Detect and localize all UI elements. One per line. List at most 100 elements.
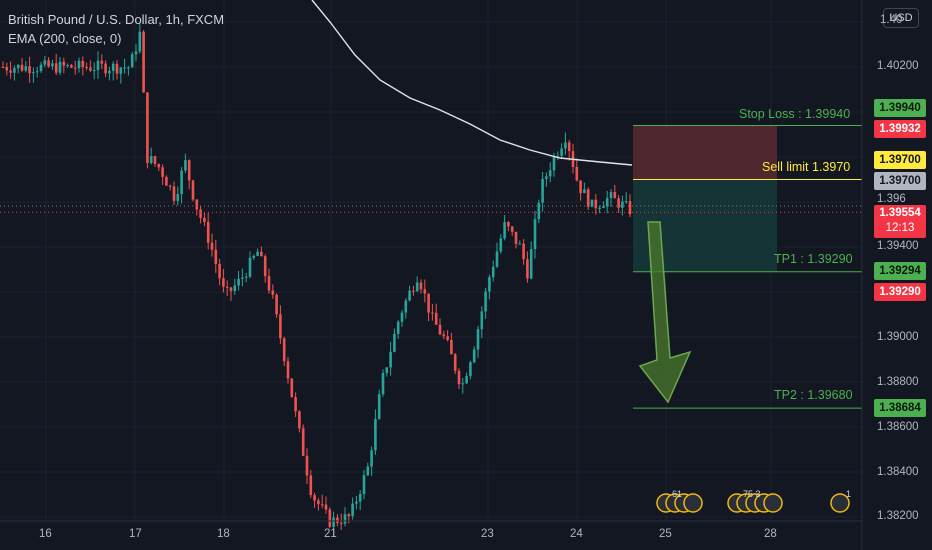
candle-body <box>47 60 50 67</box>
y-tick: 1.40200 <box>877 60 919 72</box>
candle-body <box>290 378 294 398</box>
candle-body <box>450 339 453 355</box>
candle-body <box>237 278 240 286</box>
candle-body <box>39 64 43 72</box>
y-tick-partial-top: 1.40 <box>880 14 903 26</box>
candle-body <box>199 209 202 218</box>
candle-body <box>43 60 47 65</box>
candle-body <box>336 517 339 523</box>
candle-body <box>275 294 278 315</box>
candle-body <box>267 276 271 291</box>
tp1-label[interactable]: TP1 : 1.39290 <box>774 252 853 266</box>
candle-body <box>396 321 400 334</box>
candle-body <box>172 186 176 201</box>
x-tick: 24 <box>570 528 583 540</box>
candle-body <box>271 290 275 295</box>
candle-body <box>598 207 601 209</box>
candle-body <box>457 370 461 385</box>
candle-body <box>317 500 320 505</box>
candle-body <box>77 60 81 69</box>
symbol-title[interactable]: British Pound / U.S. Dollar, 1h, FXCM <box>8 12 225 27</box>
candle-body <box>62 61 66 66</box>
candle-body <box>442 334 446 337</box>
stop-loss-label[interactable]: Stop Loss : 1.39940 <box>739 107 851 121</box>
candle-body <box>305 455 309 476</box>
candle-body <box>408 290 411 301</box>
candle-body <box>602 206 605 208</box>
candle-body <box>248 257 252 277</box>
candle-body <box>499 238 503 252</box>
candle-body <box>423 289 427 294</box>
candle-body <box>545 176 548 179</box>
candle-body <box>320 504 324 506</box>
candle-body <box>469 362 472 377</box>
candle-body <box>225 286 229 288</box>
indicator-title[interactable]: EMA (200, close, 0) <box>8 31 122 46</box>
event-count: 61 <box>672 489 682 499</box>
event-count: 1 <box>846 489 851 499</box>
event-badge-2: 75 3 <box>727 489 783 513</box>
candle-body <box>434 312 438 325</box>
candle-body <box>210 242 214 250</box>
candle-body <box>526 259 529 279</box>
candle-body <box>412 290 415 292</box>
candle-body <box>191 180 195 200</box>
y-tick-partial: 1.396 <box>877 193 906 205</box>
candle-body <box>16 64 20 69</box>
candle-body <box>355 501 358 504</box>
candle-body <box>431 312 434 314</box>
candle-body <box>127 67 130 69</box>
y-tick: 1.38200 <box>877 510 919 522</box>
event-badge-3: 1 <box>830 489 851 513</box>
candle-body <box>605 198 609 207</box>
candle-body <box>130 54 134 68</box>
currency-button[interactable]: USD <box>883 8 919 28</box>
sell-limit-label[interactable]: Sell limit 1.3970 <box>762 160 851 174</box>
candle-body <box>507 222 510 227</box>
candle-body <box>461 383 465 385</box>
candle-body <box>233 285 237 292</box>
candle-body <box>168 185 172 187</box>
x-tick: 17 <box>129 528 142 540</box>
candle-body <box>218 263 221 279</box>
candle-body <box>484 291 487 312</box>
candle-body <box>529 249 533 279</box>
x-tick: 21 <box>324 528 337 540</box>
candle-body <box>370 450 373 467</box>
x-tick: 23 <box>481 528 494 540</box>
event-badges[interactable]: 61 75 3 1 <box>656 489 851 513</box>
ema-200-line <box>311 0 633 166</box>
candle-body <box>400 312 404 322</box>
level-lines <box>0 125 862 409</box>
flag-icon <box>683 493 703 513</box>
candle-body <box>419 282 423 290</box>
current-price-tag: 1.39554 12:13 <box>874 205 926 238</box>
tp2-label[interactable]: TP2 : 1.39680 <box>774 388 853 402</box>
stop-loss-price-tag: 1.39940 <box>874 99 926 117</box>
candle-body <box>624 201 628 203</box>
candle-body <box>9 70 12 73</box>
candle-body <box>583 189 586 194</box>
candle-body <box>491 266 495 278</box>
down-arrow-icon <box>638 221 692 404</box>
y-tick: 1.39400 <box>877 240 919 252</box>
tp2-price-tag: 1.38684 <box>874 399 926 417</box>
candle-body <box>381 373 385 395</box>
candle-body <box>1 67 5 68</box>
candle-body <box>187 160 191 181</box>
candle-body <box>628 201 632 215</box>
event-badge-1: 61 <box>656 489 703 513</box>
candle-body <box>180 170 183 195</box>
y-tick: 1.39000 <box>877 331 919 343</box>
candle-body <box>495 251 499 267</box>
candle-body <box>115 63 119 74</box>
candle-body <box>70 64 73 68</box>
candle-body <box>73 67 77 69</box>
candle-body <box>134 51 138 55</box>
candle-body <box>564 142 567 149</box>
countdown: 12:13 <box>885 222 915 234</box>
candle-body <box>157 164 161 168</box>
candle-body <box>66 64 69 66</box>
candle-body <box>184 160 187 171</box>
